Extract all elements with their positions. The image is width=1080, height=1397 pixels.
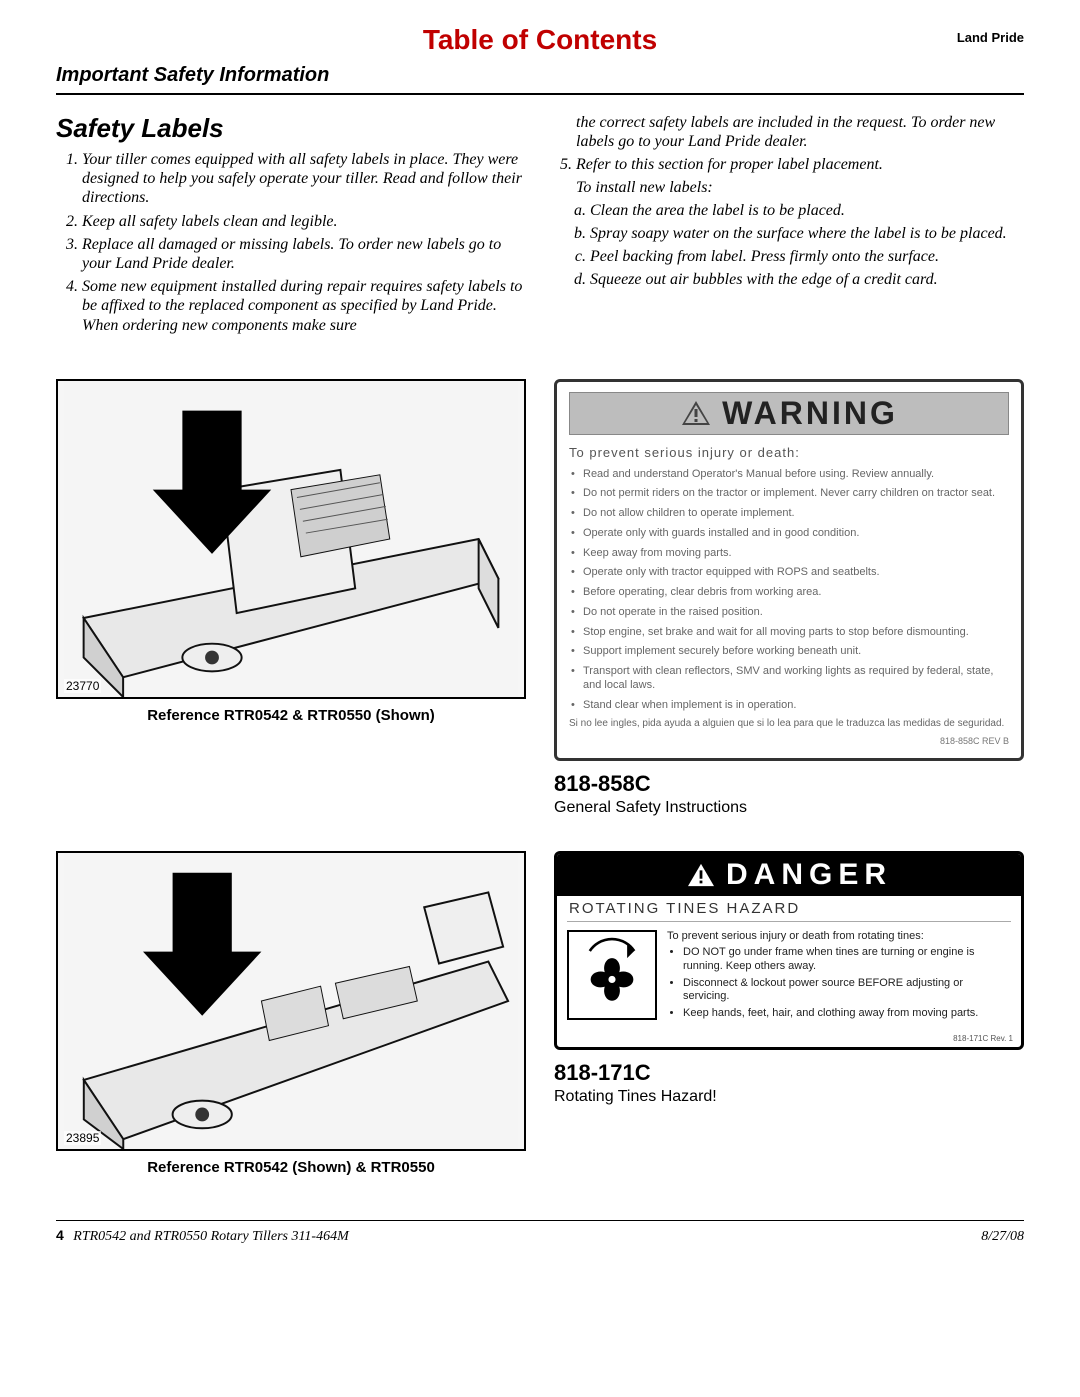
- list-item: Keep hands, feet, hair, and clothing awa…: [683, 1007, 1011, 1020]
- tiller-illustration-1: [58, 381, 524, 697]
- safety-list-left: Your tiller comes equipped with all safe…: [56, 150, 530, 335]
- danger-sub: ROTATING TINES HAZARD: [567, 896, 1011, 922]
- list-item: Operate only with tractor equipped with …: [569, 566, 1009, 580]
- danger-rev: 818-171C Rev. 1: [557, 1034, 1021, 1047]
- warning-lead: To prevent serious injury or death:: [569, 445, 1009, 460]
- photo-tag-1: 23770: [64, 679, 101, 693]
- photo-caption-1: Reference RTR0542 & RTR0550 (Shown): [56, 707, 526, 724]
- danger-label-card: DANGER ROTATING TINES HAZARD: [554, 851, 1024, 1050]
- alert-triangle-icon: [686, 862, 716, 888]
- footer-doc: RTR0542 and RTR0550 Rotary Tillers 311-4…: [73, 1229, 348, 1244]
- list-item: Disconnect & lockout power source BEFORE…: [683, 977, 1011, 1003]
- page-footer: 4 RTR0542 and RTR0550 Rotary Tillers 311…: [56, 1220, 1024, 1245]
- danger-desc: Rotating Tines Hazard!: [554, 1088, 1024, 1106]
- brand-label: Land Pride: [957, 30, 1024, 45]
- warning-desc: General Safety Instructions: [554, 799, 1024, 817]
- list-item: Keep away from moving parts.: [569, 547, 1009, 561]
- warning-header: WARNING: [569, 392, 1009, 435]
- list-item: Before operating, clear debris from work…: [569, 586, 1009, 600]
- reference-photo-1: 23770: [56, 379, 526, 699]
- list-item: Stop engine, set brake and wait for all …: [569, 626, 1009, 640]
- warning-title: WARNING: [722, 395, 898, 432]
- list-item: Stand clear when implement is in operati…: [569, 699, 1009, 713]
- danger-header: DANGER: [557, 854, 1021, 896]
- list-item: Do not operate in the raised position.: [569, 606, 1009, 620]
- rotating-tines-icon: [567, 930, 657, 1020]
- list-item: Peel backing from label. Press firmly on…: [590, 247, 1024, 266]
- danger-bullets: DO NOT go under frame when tines are tur…: [667, 946, 1011, 1020]
- toc-heading: Table of Contents: [423, 24, 657, 56]
- photo-caption-2: Reference RTR0542 (Shown) & RTR0550: [56, 1159, 526, 1176]
- danger-title: DANGER: [726, 858, 892, 892]
- list-item: Some new equipment installed during repa…: [82, 277, 530, 335]
- alert-triangle-icon: [680, 399, 712, 427]
- install-steps: Clean the area the label is to be placed…: [550, 201, 1024, 290]
- install-lead: To install new labels:: [576, 179, 1024, 197]
- photo-tag-2: 23895: [64, 1131, 101, 1145]
- list-item: Read and understand Operator's Manual be…: [569, 468, 1009, 482]
- page-number: 4: [56, 1227, 64, 1243]
- danger-lead: To prevent serious injury or death from …: [667, 930, 1011, 942]
- list-item: Do not allow children to operate impleme…: [569, 507, 1009, 521]
- list-item: Your tiller comes equipped with all safe…: [82, 150, 530, 208]
- list-item: Transport with clean reflectors, SMV and…: [569, 665, 1009, 693]
- list-item: DO NOT go under frame when tines are tur…: [683, 946, 1011, 972]
- warning-footer: Si no lee ingles, pida ayuda a alguien q…: [569, 718, 1009, 730]
- danger-code: 818-171C: [554, 1060, 1024, 1086]
- tiller-illustration-2: [58, 853, 524, 1149]
- list-item: Keep all safety labels clean and legible…: [82, 212, 530, 231]
- list-item: Do not permit riders on the tractor or i…: [569, 487, 1009, 501]
- rule: [56, 93, 1024, 95]
- warning-code: 818-858C: [554, 771, 1024, 797]
- list-item: Spray soapy water on the surface where t…: [590, 224, 1024, 243]
- footer-date: 8/27/08: [981, 1229, 1024, 1245]
- safety-continued: the correct safety labels are included i…: [576, 113, 1024, 151]
- warning-label-card: WARNING To prevent serious injury or dea…: [554, 379, 1024, 762]
- reference-photo-2: 23895: [56, 851, 526, 1151]
- section-subhead: Important Safety Information: [56, 64, 1024, 87]
- warning-rev: 818-858C REV B: [569, 736, 1009, 746]
- list-item: Refer to this section for proper label p…: [576, 155, 1024, 174]
- list-item: Support implement securely before workin…: [569, 645, 1009, 659]
- list-item: Clean the area the label is to be placed…: [590, 201, 1024, 220]
- list-item: Squeeze out air bubbles with the edge of…: [590, 270, 1024, 289]
- safety-heading: Safety Labels: [56, 113, 530, 144]
- list-item: Replace all damaged or missing labels. T…: [82, 235, 530, 273]
- safety-list-right: Refer to this section for proper label p…: [550, 155, 1024, 174]
- warning-bullets: Read and understand Operator's Manual be…: [569, 468, 1009, 713]
- list-item: Operate only with guards installed and i…: [569, 527, 1009, 541]
